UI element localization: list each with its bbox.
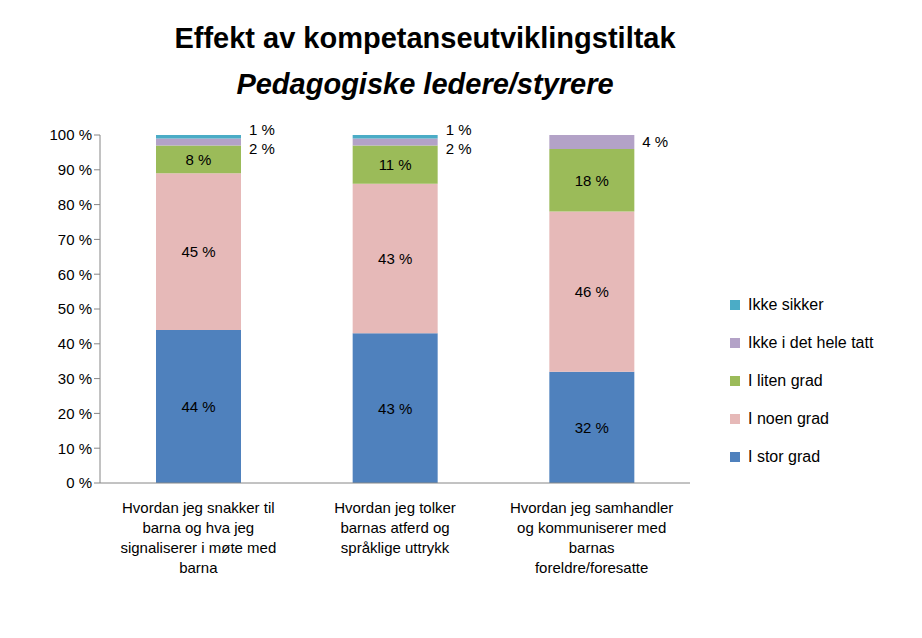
svg-text:45 %: 45 % [181, 243, 215, 260]
html-text:I stor grad: I stor grad [748, 448, 820, 465]
svg-text:11 %: 11 % [379, 156, 412, 173]
svg-text:8 %: 8 % [186, 151, 212, 168]
html-text:Ikke sikker: Ikke sikker [748, 296, 824, 313]
svg-text:20 %: 20 % [58, 405, 92, 422]
html-text:Effekt av kompetanseutviklings: Effekt av kompetanseutviklingstiltak [174, 22, 676, 54]
svg-text:80 %: 80 % [58, 196, 92, 213]
svg-text:Hvordan jeg samhandlerog kommu: Hvordan jeg samhandlerog kommuniserer me… [510, 499, 673, 576]
svg-text:2 %: 2 % [249, 140, 275, 157]
svg-text:18 %: 18 % [575, 172, 609, 189]
svg-text:44 %: 44 % [181, 398, 215, 415]
svg-text:90 %: 90 % [58, 161, 92, 178]
svg-text:10 %: 10 % [58, 440, 92, 457]
svg-text:43 %: 43 % [378, 250, 412, 267]
svg-text:1 %: 1 % [249, 121, 275, 138]
svg-text:Hvordan jeg snakker tilbarna o: Hvordan jeg snakker tilbarna og hva jegs… [120, 499, 276, 576]
svg-text:43 %: 43 % [378, 400, 412, 417]
html-text:I noen grad: I noen grad [748, 410, 829, 427]
svg-text:4 %: 4 % [642, 133, 668, 150]
html-text:Ikke i det hele tatt: Ikke i det hele tatt [748, 334, 874, 351]
html-text:Pedagogiske ledere/styrere: Pedagogiske ledere/styrere [236, 68, 614, 100]
svg-text:32 %: 32 % [575, 419, 609, 436]
svg-text:70 %: 70 % [58, 231, 92, 248]
svg-text:30 %: 30 % [58, 370, 92, 387]
svg-text:0 %: 0 % [66, 474, 92, 491]
svg-text:1 %: 1 % [446, 121, 472, 138]
svg-text:100 %: 100 % [49, 126, 92, 143]
svg-text:40 %: 40 % [58, 335, 92, 352]
svg-text:60 %: 60 % [58, 266, 92, 283]
svg-text:50 %: 50 % [58, 300, 92, 317]
svg-text:46 %: 46 % [575, 283, 609, 300]
html-text:I liten grad: I liten grad [748, 372, 823, 389]
svg-text:2 %: 2 % [446, 140, 472, 157]
svg-text:Hvordan jeg tolkerbarnas atfer: Hvordan jeg tolkerbarnas atferd ogspråkl… [334, 499, 456, 556]
